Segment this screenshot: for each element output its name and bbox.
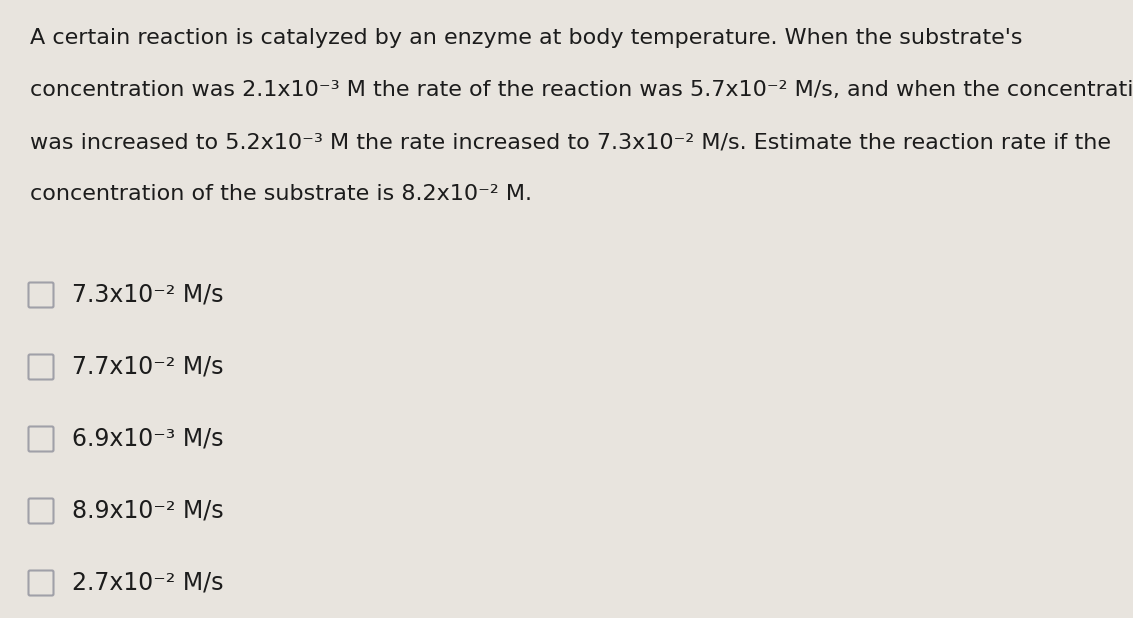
Text: 8.9x10⁻² M/s: 8.9x10⁻² M/s bbox=[73, 499, 223, 523]
Text: 2.7x10⁻² M/s: 2.7x10⁻² M/s bbox=[73, 571, 223, 595]
Text: 6.9x10⁻³ M/s: 6.9x10⁻³ M/s bbox=[73, 427, 223, 451]
FancyBboxPatch shape bbox=[28, 355, 53, 379]
FancyBboxPatch shape bbox=[28, 570, 53, 596]
FancyBboxPatch shape bbox=[28, 499, 53, 523]
Text: 7.3x10⁻² M/s: 7.3x10⁻² M/s bbox=[73, 283, 223, 307]
FancyBboxPatch shape bbox=[28, 426, 53, 452]
FancyBboxPatch shape bbox=[28, 282, 53, 308]
Text: A certain reaction is catalyzed by an enzyme at body temperature. When the subst: A certain reaction is catalyzed by an en… bbox=[29, 28, 1022, 48]
Text: 7.7x10⁻² M/s: 7.7x10⁻² M/s bbox=[73, 355, 223, 379]
Text: was increased to 5.2x10⁻³ M the rate increased to 7.3x10⁻² M/s. Estimate the rea: was increased to 5.2x10⁻³ M the rate inc… bbox=[29, 132, 1111, 152]
Text: concentration was 2.1x10⁻³ M the rate of the reaction was 5.7x10⁻² M/s, and when: concentration was 2.1x10⁻³ M the rate of… bbox=[29, 80, 1133, 100]
Text: concentration of the substrate is 8.2x10⁻² M.: concentration of the substrate is 8.2x10… bbox=[29, 184, 533, 204]
